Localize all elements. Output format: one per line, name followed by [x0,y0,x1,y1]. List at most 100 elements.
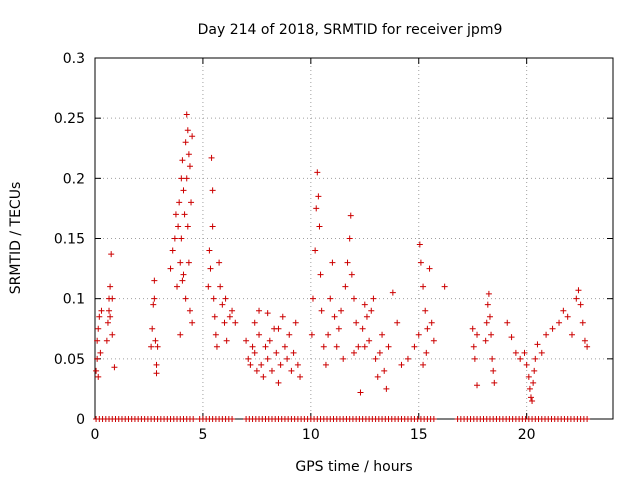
data-point [504,319,511,326]
data-point [346,235,353,242]
data-point [221,319,228,326]
data-point [256,307,263,314]
x-axis-title: GPS time / hours [295,459,412,475]
data-point [430,337,437,344]
data-point [264,355,271,362]
data-point [184,223,191,230]
data-point [381,367,388,374]
data-point [313,205,320,212]
data-point [188,199,195,206]
data-point [325,331,332,338]
x-tick-label: 0 [91,427,100,443]
data-point [216,259,223,266]
data-point [292,319,299,326]
data-point [398,361,405,368]
data-point [179,277,186,284]
data-point [489,355,496,362]
data-point [317,271,324,278]
data-point [331,313,338,320]
data-point [525,373,532,380]
data-point [174,283,181,290]
data-point [149,325,156,332]
data-point [370,295,377,302]
data-point [223,337,230,344]
data-point [482,337,489,344]
data-point [249,343,256,350]
data-point [212,331,219,338]
data-point [247,361,254,368]
data-point [186,307,193,314]
data-point [426,265,433,272]
data-point [180,187,187,194]
data-point [320,343,327,350]
data-point [430,416,437,422]
y-tick-label: 0 [76,412,85,428]
data-point [308,331,315,338]
data-point [471,355,478,362]
data-point [490,367,497,374]
data-point [179,157,186,164]
data-point [531,367,538,374]
data-point [95,373,102,380]
y-axis-title: SRMTID / TECUs [8,182,24,295]
data-point [184,127,191,134]
data-point [322,361,329,368]
data-point [268,367,275,374]
data-point [581,337,588,344]
data-point [309,295,316,302]
data-point [154,343,161,350]
data-point [182,139,189,146]
data-point [175,223,182,230]
data-point [219,301,226,308]
data-point [355,343,362,350]
data-point [523,361,530,368]
data-point [210,295,217,302]
data-point [469,325,476,332]
data-point [251,349,258,356]
data-point [385,343,392,350]
data-point [178,175,185,182]
data-point [217,283,224,290]
y-tick-label: 0.25 [54,111,85,127]
data-point [111,364,118,371]
data-point [340,355,347,362]
data-point [335,325,342,332]
data-point [96,313,103,320]
y-tick-label: 0.2 [63,171,85,187]
data-point [428,319,435,326]
data-point [351,295,357,302]
y-tick-label: 0.15 [54,232,85,248]
data-point [315,193,322,200]
data-point [178,235,185,242]
data-point [316,223,323,230]
data-point [181,211,188,218]
x-tick-label: 5 [198,427,207,443]
data-point [207,265,214,272]
data-point [376,349,383,356]
data-point [512,349,519,356]
data-point [279,313,286,320]
y-tick-label: 0.05 [54,352,85,368]
data-point [275,325,282,332]
data-point [389,289,396,296]
data-point [94,355,101,362]
data-point [420,361,427,368]
ticks-layer: 0 0.05 0.1 0.15 0.2 0.25 0.3 0 5 10 15 20 [54,51,613,443]
data-point [209,187,216,194]
data-point [584,416,591,422]
data-point [474,331,481,338]
data-point [275,379,282,386]
data-point [172,211,179,218]
data-point [424,325,431,332]
data-point [232,319,239,326]
data-point [329,259,336,266]
data-point [575,287,582,294]
data-point [176,199,183,206]
data-point [584,343,591,350]
data-point [383,385,390,392]
data-point [488,331,495,338]
data-point [183,111,190,118]
data-point [526,385,533,392]
data-point [470,343,477,350]
data-point [577,301,584,308]
